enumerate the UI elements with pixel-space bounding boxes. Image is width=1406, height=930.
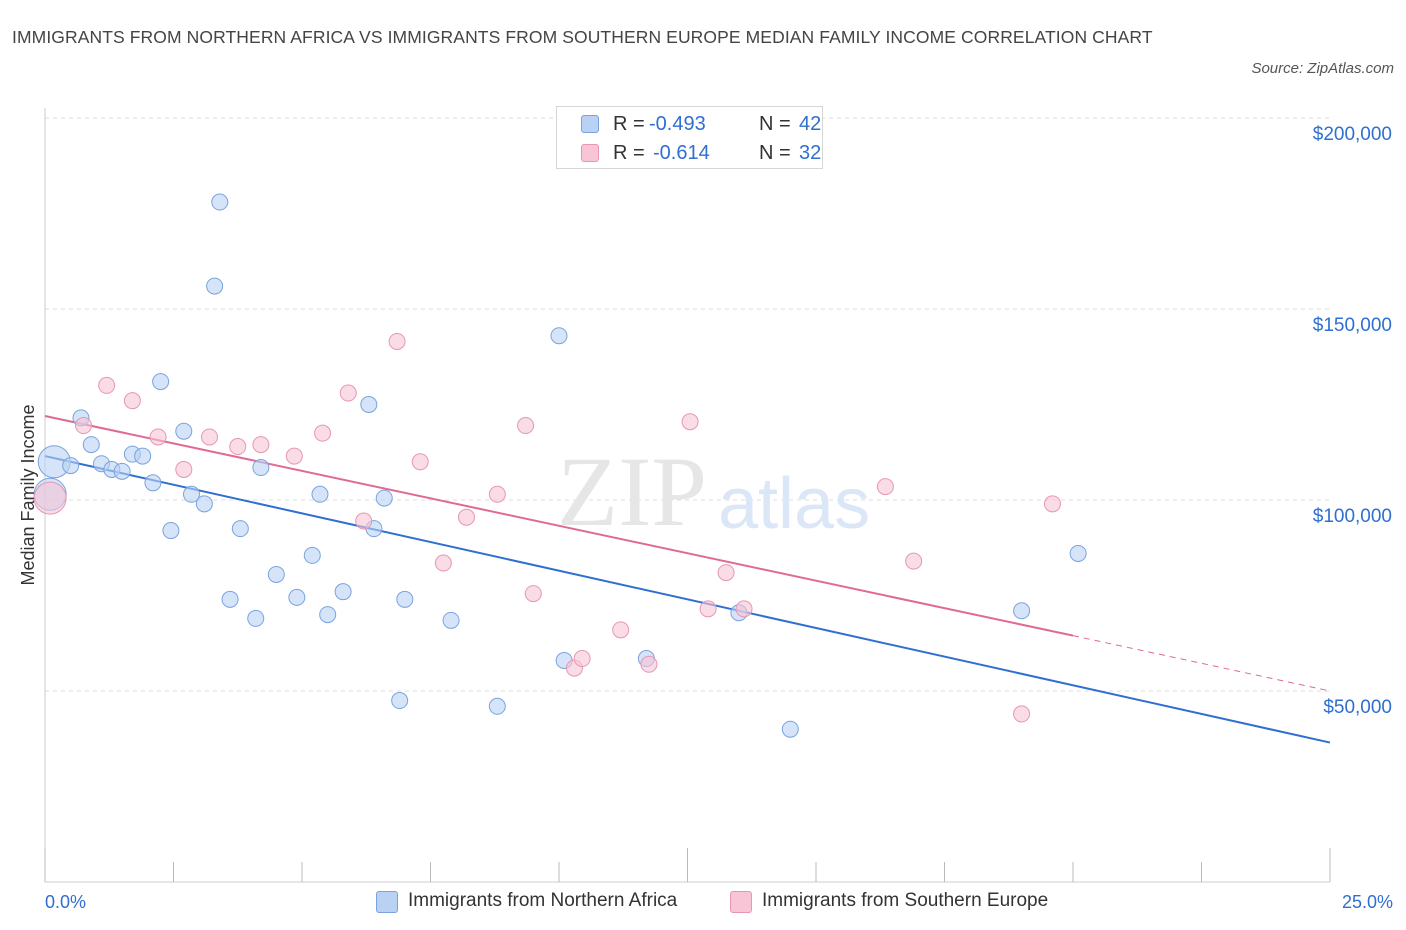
point-southern-europe [517, 417, 535, 435]
legend-n-label: N = [759, 142, 791, 164]
point-northern-africa [303, 546, 321, 564]
point-northern-africa [311, 485, 329, 503]
point-northern-africa [391, 692, 409, 710]
trend-line-northern-africa [44, 455, 1331, 744]
point-southern-europe [876, 478, 894, 496]
point-southern-europe [1043, 495, 1061, 513]
legend-n-value: 32 [799, 142, 822, 164]
point-northern-africa [144, 474, 162, 492]
series-swatch-pink [730, 891, 752, 913]
watermark: ZIP atlas [557, 436, 870, 547]
trend-line-southern-europe-extension [1072, 635, 1331, 692]
point-southern-europe [314, 424, 332, 442]
point-northern-africa [334, 583, 352, 601]
point-southern-europe [149, 428, 167, 446]
point-southern-europe [252, 436, 270, 454]
y-tick-label: $50,000 [1323, 697, 1392, 718]
legend-n-label: N = [759, 113, 791, 135]
point-northern-africa [550, 327, 568, 345]
point-northern-africa [221, 590, 239, 608]
point-southern-europe [98, 376, 116, 394]
point-northern-africa [82, 436, 100, 454]
point-southern-europe [123, 392, 141, 410]
point-southern-europe [612, 621, 630, 639]
series-swatch-blue [376, 891, 398, 913]
point-southern-europe [699, 600, 717, 618]
point-southern-europe [488, 485, 506, 503]
point-southern-europe [681, 413, 699, 431]
point-northern-africa [267, 565, 285, 583]
legend-swatch-pink [581, 144, 599, 162]
series-label: Immigrants from Southern Europe [762, 890, 1049, 911]
point-southern-europe [285, 447, 303, 465]
point-northern-africa [162, 522, 180, 540]
point-southern-europe [735, 600, 753, 618]
point-northern-africa [288, 588, 306, 606]
legend-n-value: 42 [799, 113, 822, 135]
point-northern-africa [319, 606, 337, 624]
point-northern-africa [375, 489, 393, 507]
point-southern-europe [524, 585, 542, 603]
point-southern-europe [573, 650, 591, 668]
point-southern-europe [355, 512, 373, 530]
point-northern-africa [360, 396, 378, 413]
legend-r-label: R = [613, 113, 645, 135]
series-label: Immigrants from Northern Africa [408, 890, 678, 911]
point-northern-africa [211, 193, 229, 211]
point-northern-africa [247, 609, 265, 627]
legend-swatch-blue [581, 115, 599, 133]
source-label: Source: ZipAtlas.com [1251, 60, 1394, 77]
point-southern-europe [457, 508, 475, 526]
chart-title: IMMIGRANTS FROM NORTHERN AFRICA VS IMMIG… [12, 27, 1153, 47]
point-northern-africa [396, 590, 414, 608]
point-northern-africa [195, 495, 213, 513]
point-northern-africa [1069, 544, 1087, 562]
axis-labels: $50,000 $100,000 $150,000 $200,000 0.0% 25.0%… [18, 124, 1393, 912]
point-southern-europe [339, 384, 357, 402]
grid-lines [45, 117, 1330, 692]
point-southern-europe [411, 453, 429, 471]
point-northern-africa [488, 697, 506, 715]
point-northern-africa [175, 422, 193, 440]
point-southern-europe [229, 438, 247, 456]
point-southern-europe [1013, 705, 1031, 723]
point-northern-africa [182, 485, 200, 503]
correlation-legend: R = -0.493 N = 42 R = -0.614 N = 32 [556, 106, 823, 169]
y-tick-label: $200,000 [1313, 124, 1392, 145]
point-southern-europe [434, 554, 452, 572]
point-southern-europe [175, 460, 193, 478]
x-tick-label-start: 0.0% [45, 892, 86, 912]
point-northern-africa [231, 520, 249, 538]
point-northern-africa [113, 462, 131, 480]
point-northern-africa [62, 457, 80, 475]
point-northern-africa [134, 447, 152, 465]
y-tick-label: $150,000 [1313, 315, 1392, 336]
legend-r-value: -0.614 [653, 142, 710, 164]
point-northern-africa [152, 373, 170, 391]
point-southern-europe [640, 655, 658, 673]
x-tick-label-end: 25.0% [1342, 892, 1393, 912]
legend-r-label: R = [613, 142, 645, 164]
point-northern-africa [781, 720, 799, 738]
y-axis-label: Median Family Income [18, 404, 38, 585]
watermark-atlas: atlas [718, 464, 870, 544]
point-southern-europe [75, 417, 93, 435]
point-southern-europe [717, 564, 735, 582]
trend-lines [44, 414, 1331, 744]
point-northern-africa [442, 611, 460, 629]
y-tick-label: $100,000 [1313, 506, 1392, 527]
data-points [33, 193, 1087, 738]
point-northern-africa [206, 277, 224, 295]
legend-r-value: -0.493 [649, 113, 706, 135]
point-southern-europe [388, 332, 406, 350]
point-northern-africa [1013, 602, 1031, 620]
point-northern-africa [252, 459, 270, 477]
point-southern-europe [200, 428, 218, 446]
point-southern-europe [33, 481, 67, 515]
watermark-zip: ZIP [557, 436, 707, 547]
point-southern-europe [905, 552, 923, 570]
trend-line-southern-europe [44, 414, 1074, 637]
